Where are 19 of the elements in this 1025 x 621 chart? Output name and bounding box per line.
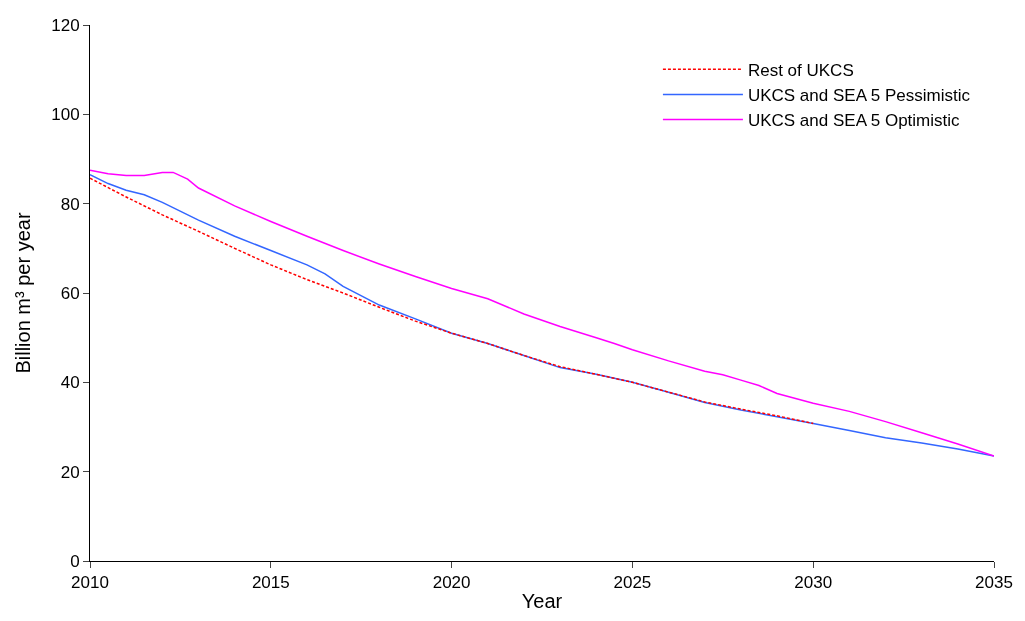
y-tick-label: 80: [60, 194, 80, 214]
y-axis-title: Billion m³ per year: [11, 212, 34, 374]
x-tick-label: 2035: [975, 573, 1013, 593]
y-tick-label: 120: [51, 15, 80, 35]
y-tick-label: 0: [70, 551, 80, 571]
x-tick-label: 2020: [432, 573, 471, 593]
y-tick-label: 40: [60, 373, 80, 393]
x-tick-label: 2030: [794, 573, 833, 593]
x-tick-label: 2025: [613, 573, 652, 593]
x-tick-label: 2010: [71, 573, 109, 593]
line-series: [90, 177, 814, 425]
y-tick-label: 60: [60, 283, 80, 303]
y-tick-label: 20: [60, 462, 80, 482]
legend-label: UKCS and SEA 5 Pessimistic: [747, 86, 971, 106]
y-tick-label: 100: [51, 105, 80, 125]
x-tick-label: 2015: [251, 573, 290, 593]
legend-label: UKCS and SEA 5 Optimistic: [747, 111, 961, 131]
x-axis-title: Year: [521, 589, 563, 612]
legend-label: Rest of UKCS: [747, 60, 854, 80]
